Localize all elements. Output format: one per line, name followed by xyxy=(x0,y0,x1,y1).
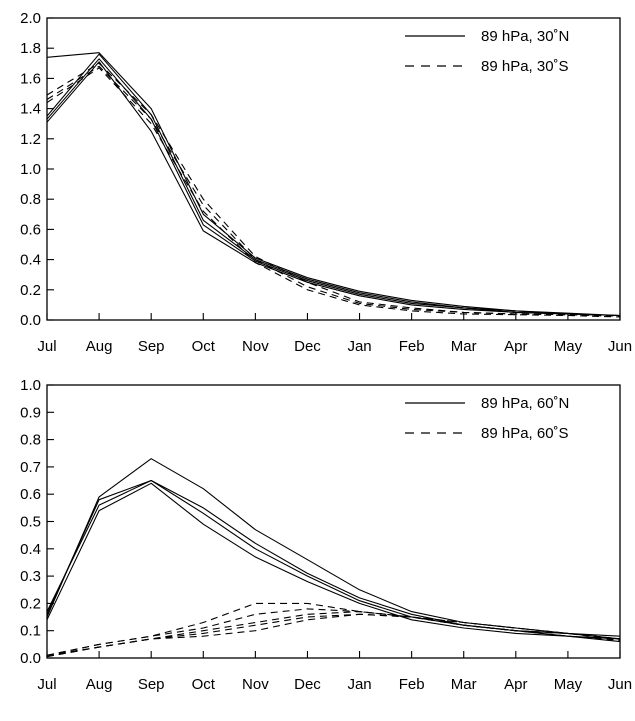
y-tick-label: 0.4 xyxy=(20,541,41,558)
chart-30deg-panel: 0.0 0.2 0.4 0.6 0.8 1.0 1.2 1.4 1.6 1.8 2.0 Jul Aug S… xyxy=(20,10,632,355)
y-tick-label: 1.2 xyxy=(20,131,41,148)
x-tick-label: Apr xyxy=(504,676,527,693)
y-tick-label: 0.6 xyxy=(20,486,41,503)
x-tick-label: Jan xyxy=(347,676,371,693)
x-tick-label: May xyxy=(554,338,583,355)
y-tick-label: 0.0 xyxy=(20,650,41,667)
x-tick-label: Jun xyxy=(608,676,632,693)
x-tick-label: Feb xyxy=(399,676,425,693)
y-tick-label: 1.8 xyxy=(20,40,41,57)
y-tick-label: 1.6 xyxy=(20,70,41,87)
x-tick-label: Feb xyxy=(399,338,425,355)
series-line-solid xyxy=(46,53,621,317)
series-line-dashed xyxy=(46,67,621,318)
series-line-dashed xyxy=(46,608,621,656)
series-line-dashed xyxy=(46,65,621,317)
x-tick-label: Aug xyxy=(86,338,113,355)
legend-label: 89 hPa, 60˚S xyxy=(481,425,569,442)
x-tick-label: Aug xyxy=(86,676,113,693)
x-tick-label: Jun xyxy=(608,338,632,355)
y-tick-label: 1.4 xyxy=(20,101,41,118)
x-tick-label: Sep xyxy=(138,338,165,355)
x-tick-label: Dec xyxy=(294,338,321,355)
series-line-solid xyxy=(46,52,621,317)
y-tick-label: 0.8 xyxy=(20,432,41,449)
x-tick-label: Apr xyxy=(504,338,527,355)
y-tick-label: 0.2 xyxy=(20,282,41,299)
x-tick-label: Dec xyxy=(294,676,321,693)
x-tick-label: Jul xyxy=(37,338,56,355)
y-tick-label: 0.6 xyxy=(20,221,41,238)
chart-60deg-panel: 0.0 0.1 0.2 0.3 0.4 0.5 0.6 0.7 0.8 0.9 1.0 Jul Aug S… xyxy=(20,377,632,693)
y-tick-label: 0.0 xyxy=(20,312,41,329)
y-tick-label: 0.5 xyxy=(20,514,41,531)
x-tick-label: Jan xyxy=(347,338,371,355)
series-line-solid xyxy=(46,482,621,643)
y-tick-label: 2.0 xyxy=(20,10,41,27)
x-tick-label: Mar xyxy=(451,338,477,355)
y-tick-label: 1.0 xyxy=(20,161,41,178)
series-line-dashed xyxy=(46,613,621,658)
series-line-solid xyxy=(46,61,621,317)
legend-label: 89 hPa, 60˚N xyxy=(481,395,569,412)
y-tick-label: 0.2 xyxy=(20,595,41,612)
y-tick-label: 0.3 xyxy=(20,568,41,585)
y-tick-label: 0.8 xyxy=(20,191,41,208)
series-line-dashed xyxy=(46,613,621,656)
legend-label: 89 hPa, 30˚N xyxy=(481,28,569,45)
y-tick-label: 0.1 xyxy=(20,623,41,640)
x-tick-label: Oct xyxy=(192,676,216,693)
x-tick-label: Nov xyxy=(242,676,269,693)
y-tick-label: 0.9 xyxy=(20,404,41,421)
y-tick-label: 0.4 xyxy=(20,252,41,269)
x-tick-label: Sep xyxy=(138,676,165,693)
y-tick-label: 1.0 xyxy=(20,377,41,394)
y-tick-label: 0.7 xyxy=(20,459,41,476)
x-tick-label: Oct xyxy=(192,338,216,355)
x-tick-label: May xyxy=(554,676,583,693)
legend-label: 89 hPa, 30˚S xyxy=(481,58,569,75)
series-line-solid xyxy=(46,458,621,637)
x-tick-label: Jul xyxy=(37,676,56,693)
x-tick-label: Nov xyxy=(242,338,269,355)
x-tick-label: Mar xyxy=(451,676,477,693)
